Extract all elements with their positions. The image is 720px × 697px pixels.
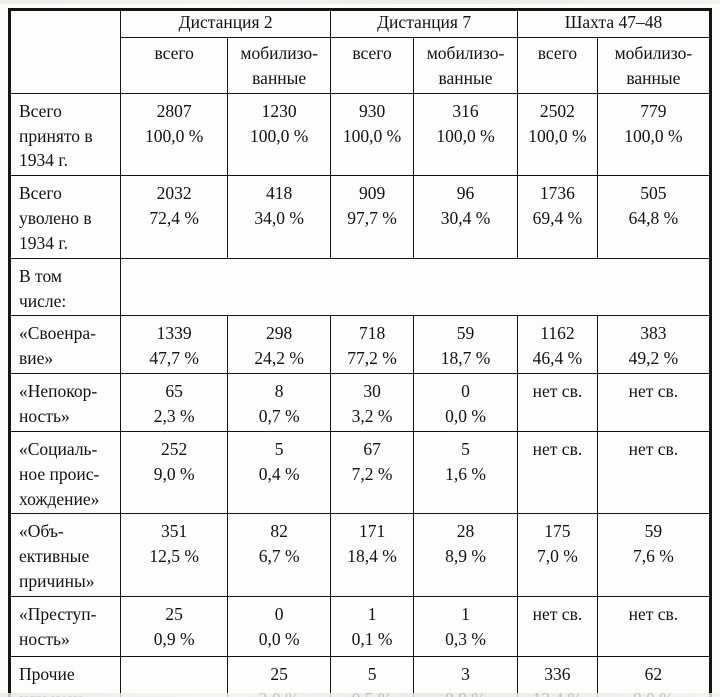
data-cell: 779 100,0 %: [596, 92, 712, 177]
data-cell: 930 100,0 %: [330, 92, 414, 177]
data-cell: 1339 47,7 %: [120, 315, 229, 375]
data-cell: 298 24,2 %: [227, 315, 332, 375]
table-row-other-unknown: Прочие или неиз- вестные причины 25 2,0 …: [8, 655, 712, 697]
data-cell: нет св.: [596, 373, 712, 432]
table-row-disobedience: «Непокор- ность» 65 2,3 % 8 0,7 % 30 3,2…: [8, 373, 712, 432]
data-cell: 2032 72,4 %: [120, 175, 229, 259]
data-cell: 3 0,9 %: [412, 655, 519, 697]
col-group-distance-2: Дистанция 2: [120, 9, 332, 38]
data-cell: 30 3,2 %: [330, 373, 414, 432]
data-cell: 383 49,2 %: [596, 315, 712, 375]
table-row-waywardness: «Своенра- вие» 1339 47,7 % 298 24,2 % 71…: [8, 315, 712, 375]
table-row-including: В том числе:: [8, 257, 711, 317]
row-label: «Преступ- ность»: [8, 595, 122, 657]
table-row-objective-reasons: «Объ- ективные причины» 351 12,5 % 82 6,…: [8, 513, 712, 597]
row-label: Прочие или неиз- вестные причины: [8, 655, 122, 697]
data-cell: 1162 46,4 %: [517, 315, 598, 375]
row-label: В том числе:: [8, 257, 122, 317]
data-cell: 28 8,9 %: [412, 513, 519, 597]
data-cell: 96 30,4 %: [412, 175, 519, 259]
data-cell: 25 0,9 %: [120, 595, 229, 657]
header-sub-row: всего мобилизо- ванные всего мобилизо- в…: [10, 37, 712, 94]
subheader-mobilized-1: мобилизо- ванные: [227, 37, 332, 94]
data-cell: 718 77,2 %: [330, 315, 414, 375]
data-cell: нет св.: [517, 373, 598, 432]
data-cell: 909 97,7 %: [330, 175, 414, 259]
row-label: Всего уволено в 1934 г.: [8, 175, 122, 259]
data-cell: 59 18,7 %: [412, 315, 519, 375]
data-cell: нет св.: [517, 430, 598, 515]
data-cell: 171 18,4 %: [330, 513, 414, 597]
data-cell: 82 6,7 %: [227, 513, 332, 597]
merged-empty-cell: [120, 257, 711, 317]
data-cell: 59 7,6 %: [596, 513, 712, 597]
data-cell: 2807 100,0 %: [120, 92, 229, 177]
data-cell: 25 2,0 %: [227, 655, 332, 697]
corner-cell: [8, 9, 122, 94]
data-cell: нет св.: [596, 430, 712, 515]
col-group-mine-47-48: Шахта 47–48: [517, 9, 711, 38]
col-group-distance-7: Дистанция 7: [330, 9, 519, 38]
data-cell: 418 34,0 %: [227, 175, 332, 259]
data-cell: 316 100,0 %: [412, 92, 519, 177]
data-cell: 1 0,3 %: [412, 595, 519, 657]
data-cell: 65 2,3 %: [120, 373, 229, 432]
data-cell: 1230 100,0 %: [227, 92, 332, 177]
row-label: Всего принято в 1934 г.: [8, 92, 122, 177]
data-cell: 5 1,6 %: [412, 430, 519, 515]
subheader-total-3: всего: [517, 37, 598, 94]
table-row-total-hired: Всего принято в 1934 г. 2807 100,0 % 123…: [8, 92, 712, 177]
data-cell: 5 0,5 %: [330, 655, 414, 697]
data-cell: 2502 100,0 %: [517, 92, 598, 177]
data-cell: 1 0,1 %: [330, 595, 414, 657]
header-group-row: Дистанция 2 Дистанция 7 Шахта 47–48: [8, 9, 711, 94]
subheader-total-1: всего: [120, 37, 229, 94]
row-label: «Непокор- ность»: [8, 373, 122, 432]
data-cell: 175 7,0 %: [517, 513, 598, 597]
data-cell: 67 7,2 %: [330, 430, 414, 515]
data-cell: 505 64,8 %: [596, 175, 712, 259]
data-cell: 336 13,4 %: [517, 655, 598, 697]
data-cell: [120, 655, 229, 697]
data-cell: 0 0,0 %: [227, 595, 332, 657]
data-cell: нет св.: [517, 595, 598, 657]
data-cell: 252 9,0 %: [120, 430, 229, 515]
subheader-mobilized-2: мобилизо- ванные: [412, 37, 519, 94]
data-cell: 5 0,4 %: [227, 430, 332, 515]
data-cell: 1736 69,4 %: [517, 175, 598, 259]
data-cell: 351 12,5 %: [120, 513, 229, 597]
row-label: «Своенра- вие»: [8, 315, 122, 375]
table-row-total-dismissed: Всего уволено в 1934 г. 2032 72,4 % 418 …: [8, 175, 712, 259]
data-cell: 8 0,7 %: [227, 373, 332, 432]
subheader-mobilized-3: мобилизо- ванные: [596, 37, 712, 94]
table-row-social-origin: «Социаль- ное проис- хождение» 252 9,0 %…: [8, 430, 712, 515]
data-cell: 0 0,0 %: [412, 373, 519, 432]
data-cell: 62 8,0 %: [596, 655, 712, 697]
dismissals-1934-table: Дистанция 2 Дистанция 7 Шахта 47–48 всег…: [8, 8, 712, 697]
subheader-total-2: всего: [330, 37, 414, 94]
data-cell: нет св.: [596, 595, 712, 657]
row-label: «Социаль- ное проис- хождение»: [8, 430, 122, 515]
table-row-criminality: «Преступ- ность» 25 0,9 % 0 0,0 % 1 0,1 …: [8, 595, 712, 657]
row-label: «Объ- ективные причины»: [8, 513, 122, 597]
